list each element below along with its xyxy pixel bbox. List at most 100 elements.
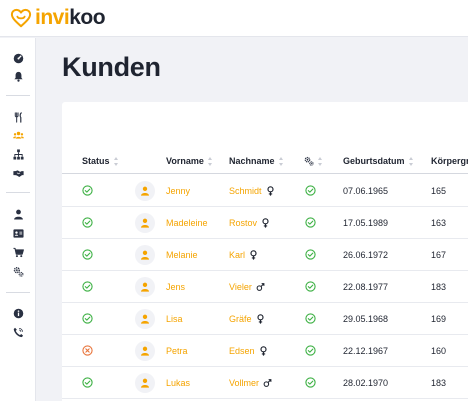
nachname-link[interactable]: Vieler <box>229 281 252 292</box>
logo[interactable]: invikoo <box>10 6 106 29</box>
users-icon[interactable] <box>11 128 25 142</box>
avatar[interactable] <box>135 175 155 206</box>
person-icon <box>135 212 155 233</box>
settings-check-icon[interactable] <box>305 175 316 206</box>
table-row[interactable]: Jens Vieler 22.08.1977 183 <box>62 271 468 303</box>
sort-icon[interactable] <box>408 156 414 166</box>
geburtsdatum-cell: 29.05.1968 <box>343 313 389 324</box>
female-icon <box>249 249 258 260</box>
top-bar: invikoo <box>0 0 468 37</box>
heart-logo-icon <box>10 8 32 28</box>
settings-check-icon[interactable] <box>305 207 316 238</box>
customers-table-card: Status Vorname Nachname Geburtsdatum Kör… <box>62 102 468 401</box>
vorname-link[interactable]: Jens <box>166 281 186 292</box>
status-active-icon[interactable] <box>82 239 93 270</box>
settings-check-icon[interactable] <box>305 239 316 270</box>
koerpergroesse-cell: 163 <box>431 217 447 228</box>
handshake-icon[interactable] <box>11 166 25 180</box>
vorname-link[interactable]: Lukas <box>166 377 191 388</box>
koerpergroesse-cell: 183 <box>431 281 447 292</box>
sort-icon[interactable] <box>207 156 213 166</box>
table-row[interactable]: Jenny Schmidt 07.06.1965 165 <box>62 175 468 207</box>
vorname-link[interactable]: Lisa <box>166 313 183 324</box>
bell-icon[interactable] <box>11 69 25 83</box>
nachname-cell: Rostov <box>229 207 270 238</box>
table-row[interactable]: Petra Edsen 22.12.1967 160 <box>62 335 468 367</box>
column-header-nachname[interactable]: Nachname <box>229 149 284 173</box>
org-chart-icon[interactable] <box>11 147 25 161</box>
nachname-link[interactable]: Schmidt <box>229 185 262 196</box>
table-row[interactable]: Lisa Gräfe 29.05.1968 169 <box>62 303 468 335</box>
avatar[interactable] <box>135 271 155 302</box>
avatar[interactable] <box>135 335 155 366</box>
status-active-icon[interactable] <box>82 303 93 334</box>
vorname-link[interactable]: Madeleine <box>166 217 208 228</box>
koerpergroesse-cell: 183 <box>431 377 447 388</box>
table-row[interactable]: Lukas Vollmer 28.02.1970 183 <box>62 367 468 399</box>
nachname-cell: Schmidt <box>229 175 275 206</box>
user-icon[interactable] <box>11 207 25 221</box>
male-icon <box>263 378 272 388</box>
person-icon <box>135 340 155 361</box>
person-icon <box>135 308 155 329</box>
nachname-cell: Gräfe <box>229 303 265 334</box>
sort-icon[interactable] <box>318 156 323 166</box>
avatar[interactable] <box>135 303 155 334</box>
settings-check-icon[interactable] <box>305 303 316 334</box>
nachname-link[interactable]: Karl <box>229 249 246 260</box>
female-icon <box>256 313 265 324</box>
koerpergroesse-cell: 167 <box>431 249 447 260</box>
nachname-link[interactable]: Edsen <box>229 345 255 356</box>
cart-icon[interactable] <box>11 245 25 259</box>
geburtsdatum-cell: 26.06.1972 <box>343 249 389 260</box>
sort-icon[interactable] <box>113 156 119 166</box>
gauge-icon[interactable] <box>11 51 25 65</box>
status-active-icon[interactable] <box>82 271 93 302</box>
status-active-icon[interactable] <box>82 175 93 206</box>
settings-check-icon[interactable] <box>305 367 316 398</box>
phone-icon[interactable] <box>11 325 25 339</box>
nachname-link[interactable]: Rostov <box>229 217 258 228</box>
nachname-cell: Vollmer <box>229 367 272 398</box>
cutlery-icon[interactable] <box>11 110 25 124</box>
column-header-status[interactable]: Status <box>82 149 119 173</box>
avatar[interactable] <box>135 367 155 398</box>
cogs-icon[interactable] <box>11 264 25 278</box>
table-header: Status Vorname Nachname Geburtsdatum Kör… <box>62 149 468 174</box>
status-active-icon[interactable] <box>82 367 93 398</box>
vorname-link[interactable]: Jenny <box>166 185 191 196</box>
column-header-koerpergroesse[interactable]: Körpergr <box>431 156 468 166</box>
sort-icon[interactable] <box>278 156 284 166</box>
koerpergroesse-cell: 160 <box>431 345 447 356</box>
settings-check-icon[interactable] <box>305 271 316 302</box>
logo-text: invikoo <box>35 6 106 29</box>
person-icon <box>135 180 155 201</box>
nachname-cell: Karl <box>229 239 258 270</box>
female-icon <box>261 217 270 228</box>
settings-check-icon[interactable] <box>305 335 316 366</box>
vorname-link[interactable]: Petra <box>166 345 188 356</box>
koerpergroesse-cell: 169 <box>431 313 447 324</box>
sidebar-divider <box>6 192 30 193</box>
info-icon[interactable] <box>11 306 25 320</box>
female-icon <box>266 185 275 196</box>
geburtsdatum-cell: 07.06.1965 <box>343 185 389 196</box>
column-header-geburtsdatum[interactable]: Geburtsdatum <box>343 149 414 173</box>
status-inactive-icon[interactable] <box>82 335 93 366</box>
koerpergroesse-cell: 165 <box>431 185 447 196</box>
column-header-vorname[interactable]: Vorname <box>166 149 213 173</box>
nachname-link[interactable]: Vollmer <box>229 377 260 388</box>
status-active-icon[interactable] <box>82 207 93 238</box>
geburtsdatum-cell: 22.08.1977 <box>343 281 389 292</box>
nachname-link[interactable]: Gräfe <box>229 313 252 324</box>
table-row[interactable]: Melanie Karl 26.06.1972 167 <box>62 239 468 271</box>
avatar[interactable] <box>135 239 155 270</box>
id-card-icon[interactable] <box>11 226 25 240</box>
table-row[interactable]: Madeleine Rostov 17.05.1989 163 <box>62 207 468 239</box>
geburtsdatum-cell: 28.02.1970 <box>343 377 389 388</box>
vorname-link[interactable]: Melanie <box>166 249 198 260</box>
geburtsdatum-cell: 17.05.1989 <box>343 217 389 228</box>
avatar[interactable] <box>135 207 155 238</box>
person-icon <box>135 276 155 297</box>
column-header-settings[interactable] <box>304 149 323 173</box>
